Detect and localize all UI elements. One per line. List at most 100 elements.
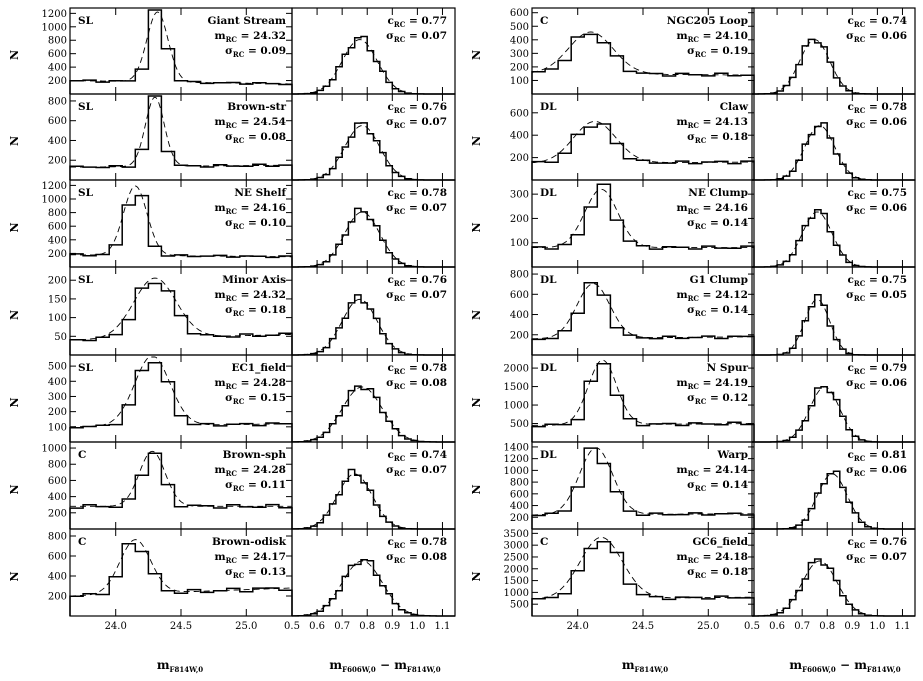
c-value: = 0.76 [405, 274, 447, 286]
histogram-color [291, 385, 455, 443]
y-axis-label: N [8, 571, 21, 581]
sigma-value: = 0.12 [706, 392, 748, 404]
sigma-value: = 0.08 [405, 551, 447, 563]
y-axis-label: N [470, 50, 483, 60]
y-tick-label: 400 [510, 131, 529, 142]
model-type-label: C [78, 449, 86, 461]
y-tick-label: 500 [510, 22, 529, 33]
m-subscript: RC [688, 469, 700, 478]
sigma-symbol: σ [846, 202, 854, 214]
rc-magnitude: mRC = 24.19 [676, 377, 748, 391]
rc-color-sigma: σRC = 0.07 [386, 116, 447, 130]
y-axis-label: N [8, 310, 21, 320]
model-curve-magnitude [532, 447, 754, 516]
rc-sigma: σRC = 0.18 [687, 131, 748, 145]
c-symbol: c [388, 187, 394, 199]
m-value: = 24.32 [237, 30, 286, 42]
panel-frame-color [291, 528, 456, 617]
sigma-symbol: σ [846, 464, 854, 476]
y-tick-label: 2000 [504, 364, 529, 375]
y-axis-label: N [8, 222, 21, 232]
c-symbol: c [388, 449, 394, 461]
m-symbol: m [676, 551, 687, 563]
y-tick-label: 800 [48, 460, 67, 471]
y-tick-label: 200 [48, 156, 67, 167]
y-tick-label: 1000 [504, 588, 529, 599]
c-value: = 0.81 [865, 449, 907, 461]
sigma-value: = 0.14 [706, 479, 748, 491]
model-type-label: DL [540, 187, 557, 199]
sigma-symbol: σ [386, 551, 394, 563]
rc-color-sigma: σRC = 0.06 [846, 464, 907, 478]
rc-color-sigma: σRC = 0.07 [386, 464, 447, 478]
m-value: = 24.16 [699, 202, 748, 214]
m-subscript: RC [688, 35, 700, 44]
model-curve-magnitude [531, 536, 754, 600]
c-subscript: RC [854, 454, 866, 463]
sigma-subscript: RC [394, 469, 406, 478]
y-tick-label: 400 [48, 235, 67, 246]
sigma-symbol: σ [225, 392, 233, 404]
m-subscript: RC [688, 207, 700, 216]
rc-magnitude: mRC = 24.18 [676, 551, 748, 565]
histogram-color [291, 558, 455, 617]
sigma-subscript: RC [854, 294, 866, 303]
rc-color: cRC = 0.78 [388, 536, 447, 550]
histogram-magnitude [69, 452, 293, 529]
model-curve-magnitude [69, 96, 292, 168]
sigma-subscript: RC [394, 382, 406, 391]
rc-color: cRC = 0.78 [388, 187, 447, 201]
histogram-magnitude [69, 543, 293, 616]
y-axis-label: N [470, 310, 483, 320]
sigma-value: = 0.07 [405, 289, 447, 301]
m-subscript: RC [226, 207, 238, 216]
rc-sigma: σRC = 0.19 [687, 45, 748, 59]
c-value: = 0.79 [865, 362, 907, 374]
rc-color: cRC = 0.81 [848, 449, 907, 463]
c-value: = 0.75 [865, 274, 907, 286]
c-value: = 0.78 [405, 536, 447, 548]
y-axis-label: N [8, 136, 21, 146]
sigma-symbol: σ [687, 566, 695, 578]
sigma-value: = 0.15 [244, 392, 286, 404]
y-tick-label: 200 [48, 407, 67, 418]
axis-labels: mF814W,0 mF606W,0 − mF814W,0 mF814W,0 mF… [157, 658, 901, 674]
histogram-magnitude [531, 183, 755, 267]
sigma-subscript: RC [695, 397, 707, 406]
sigma-value: = 0.09 [244, 45, 286, 57]
sigma-symbol: σ [225, 479, 233, 491]
c-subscript: RC [854, 367, 866, 376]
c-symbol: c [848, 101, 854, 113]
model-curve-magnitude [70, 277, 293, 341]
y-tick-label: 1000 [504, 466, 529, 477]
c-value: = 0.76 [865, 536, 907, 548]
sigma-symbol: σ [386, 289, 394, 301]
c-subscript: RC [394, 20, 406, 29]
y-tick-label: 500 [48, 362, 67, 373]
sigma-value: = 0.06 [865, 30, 907, 42]
y-tick-label: 3500 [504, 529, 529, 540]
y-tick-label: 400 [510, 501, 529, 512]
y-tick-label: 200 [48, 76, 67, 87]
sigma-subscript: RC [695, 484, 707, 493]
y-axis-label: N [470, 222, 483, 232]
c-subscript: RC [854, 541, 866, 550]
m-symbol: m [214, 116, 225, 128]
x-tick-label: 0.7 [794, 621, 810, 632]
y-tick-label: 400 [48, 492, 67, 503]
y-axis-label: N [470, 136, 483, 146]
sigma-subscript: RC [695, 136, 707, 145]
sigma-symbol: σ [687, 45, 695, 57]
field-name: NGC205 Loop [667, 15, 748, 27]
c-subscript: RC [854, 106, 866, 115]
c-symbol: c [848, 536, 854, 548]
m-subscript: RC [226, 556, 238, 565]
y-tick-label: 600 [48, 116, 67, 127]
x-tick-label: 0.5 [744, 621, 760, 632]
